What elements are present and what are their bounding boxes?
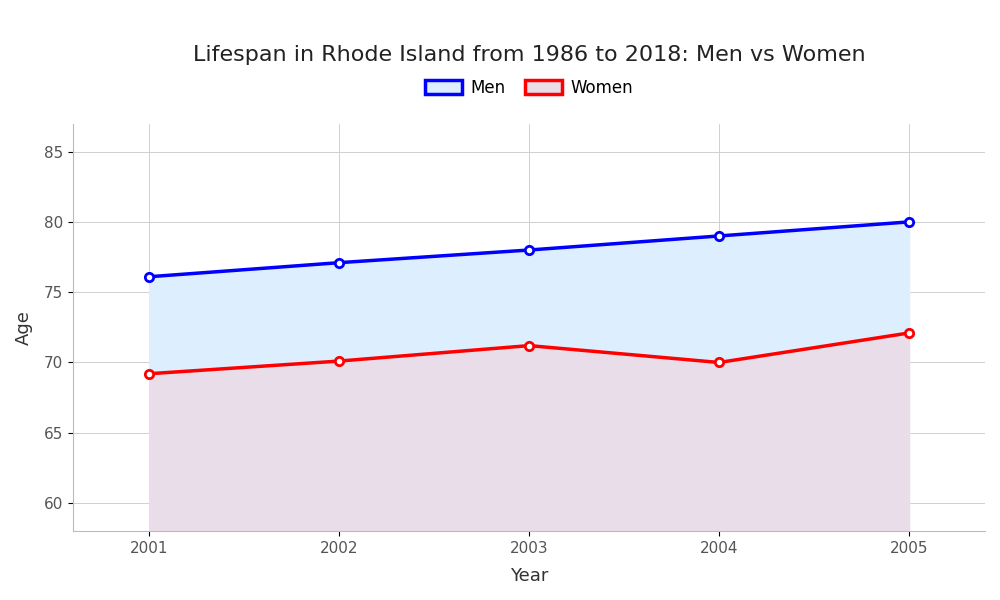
Y-axis label: Age: Age [15,310,33,345]
Title: Lifespan in Rhode Island from 1986 to 2018: Men vs Women: Lifespan in Rhode Island from 1986 to 20… [193,45,865,65]
Legend: Men, Women: Men, Women [425,79,633,97]
X-axis label: Year: Year [510,567,548,585]
